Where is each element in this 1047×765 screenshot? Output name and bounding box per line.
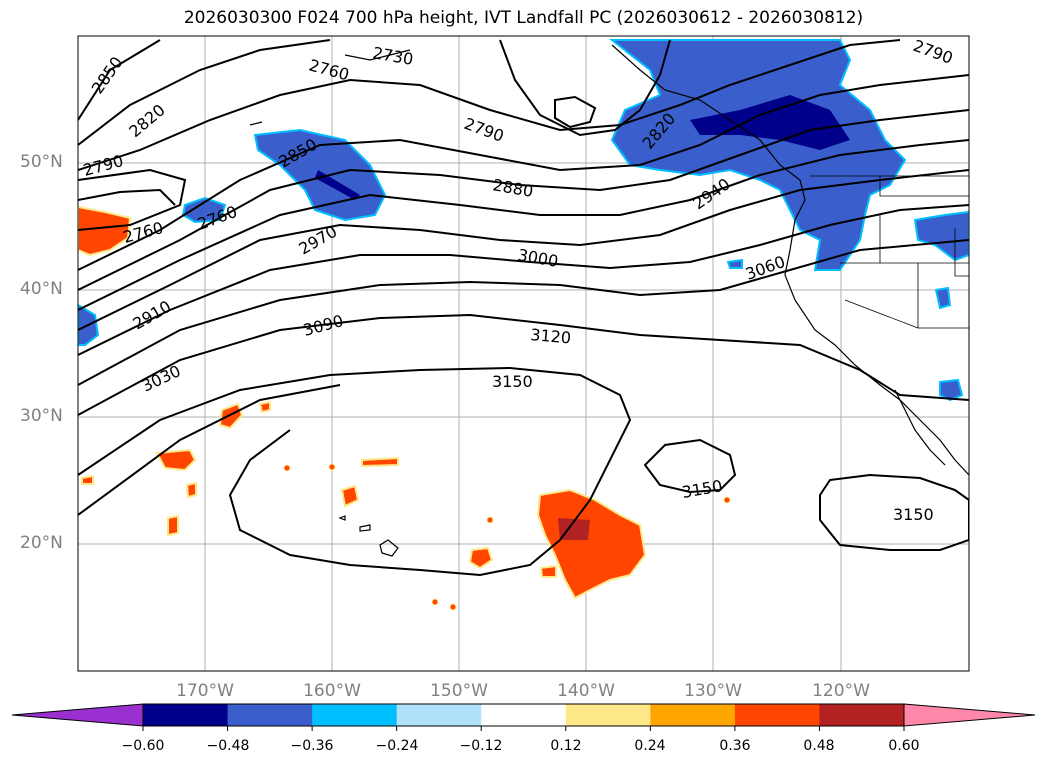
contour-label: 2760 xyxy=(307,56,351,85)
contour-label: 2940 xyxy=(689,174,733,213)
lon-label-150w: 150°W xyxy=(430,681,488,701)
borders xyxy=(810,175,969,329)
lon-label-120w: 120°W xyxy=(812,681,870,701)
colorbar-tick-label: 0.48 xyxy=(803,738,835,754)
contour-label: 3150 xyxy=(492,372,533,391)
contour-label: 3120 xyxy=(530,325,572,347)
lon-label-130w: 130°W xyxy=(684,681,742,701)
colorbar-tick-label: −0.12 xyxy=(459,738,503,754)
height-contours xyxy=(78,39,969,577)
colorbar-tick-label: −0.60 xyxy=(121,738,165,754)
contour-label: 3000 xyxy=(516,245,559,271)
lat-label-20n: 20°N xyxy=(20,533,63,553)
ivt-positive-regions xyxy=(78,205,731,611)
contour-label: 2880 xyxy=(491,175,534,201)
contour-label: 2820 xyxy=(125,100,168,141)
lat-label-40n: 40°N xyxy=(20,279,63,299)
ivt-negative-regions xyxy=(78,39,969,402)
contour-label: 2970 xyxy=(296,222,341,259)
contour-label: 2790 xyxy=(462,114,507,146)
contour-label: 3030 xyxy=(139,361,184,395)
contour-label: 2850 xyxy=(88,53,127,97)
contour-label: 3090 xyxy=(301,311,345,340)
colorbar-tick-label: 0.36 xyxy=(719,738,751,754)
lat-label-50n: 50°N xyxy=(20,152,63,172)
lon-label-140w: 140°W xyxy=(557,681,615,701)
colorbar-tick-label: −0.24 xyxy=(375,738,419,754)
colorbar-tick-label: 0.24 xyxy=(634,738,666,754)
colorbar-tick-label: 0.60 xyxy=(888,738,920,754)
coastlines xyxy=(249,44,969,557)
lon-label-170w: 170°W xyxy=(176,681,234,701)
ivt-region-pnw-core xyxy=(690,95,850,150)
map-frame xyxy=(77,35,970,672)
contour-label: 2790 xyxy=(911,36,956,68)
contour-label: 3060 xyxy=(743,252,788,284)
colorbar-tick-label: 0.12 xyxy=(550,738,582,754)
lat-label-30n: 30°N xyxy=(20,406,63,426)
north-america-coast xyxy=(611,44,969,476)
lon-label-160w: 160°W xyxy=(303,681,361,701)
colorbar-tick-label: −0.48 xyxy=(206,738,250,754)
contour-label: 3150 xyxy=(680,476,723,502)
map-title: 2026030300 F024 700 hPa height, IVT Land… xyxy=(183,8,864,28)
colorbar-tick-label: −0.36 xyxy=(290,738,334,754)
ivt-region-west-pacific xyxy=(78,205,132,257)
contour-label: 2730 xyxy=(371,43,414,69)
contour-label: 3150 xyxy=(893,505,934,524)
ivt-region-subtropical xyxy=(536,488,647,600)
